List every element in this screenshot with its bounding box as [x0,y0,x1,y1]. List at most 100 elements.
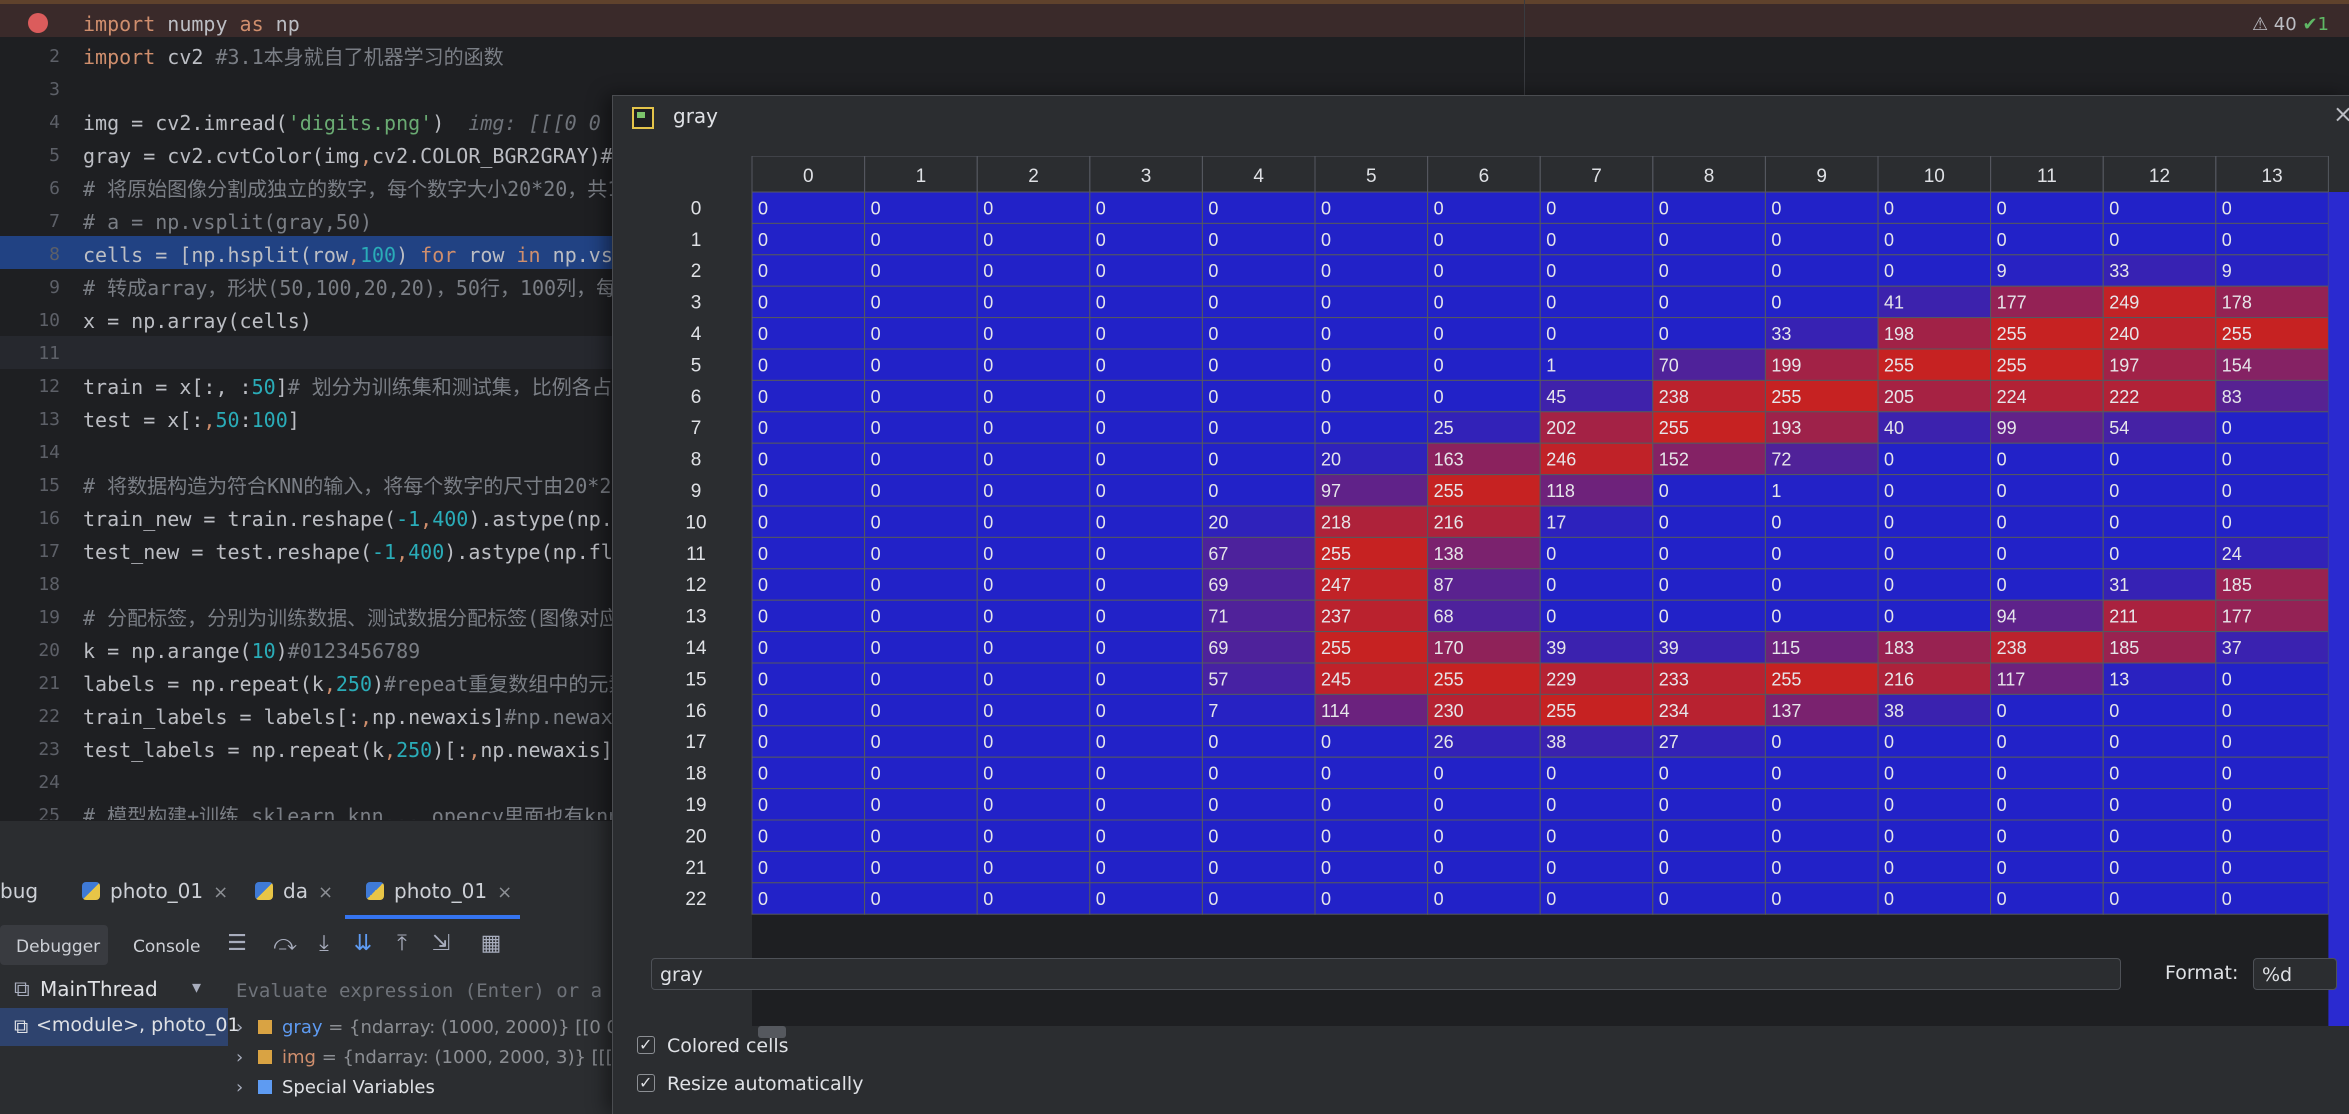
evaluate-expression-input[interactable]: Evaluate expression (Enter) or a [236,980,603,1002]
array-cell[interactable] [2215,317,2329,350]
array-cell[interactable] [1539,411,1654,444]
array-cell[interactable] [1201,756,1316,790]
array-cell[interactable] [1652,411,1766,444]
array-cell[interactable] [751,693,866,727]
array-cell[interactable] [1990,379,2104,413]
array-cell[interactable] [751,882,866,915]
horizontal-scrollbar-thumb[interactable] [758,1026,786,1038]
run-to-cursor-icon[interactable]: ⇲ [431,931,451,956]
array-cell[interactable] [1089,379,1203,413]
chevron-right-icon[interactable]: › [236,1077,244,1098]
array-cell[interactable] [1764,317,1879,350]
array-cell[interactable] [1877,662,1992,695]
array-cell[interactable] [1427,756,1541,790]
array-cell[interactable] [864,568,978,601]
array-cell[interactable] [751,850,866,884]
close-icon[interactable]: × [213,882,229,903]
array-cell[interactable] [1314,662,1429,695]
array-grid[interactable]: 0 1 2 3 4 5 6 7 8 9 10 11 12 13 0 0 0 0 0 0 0 0 0 0 0 0 0 0 0 1 0 0 0 0 0 0… [640,156,2349,1026]
array-cell[interactable] [1427,850,1541,884]
array-cell[interactable] [751,222,866,256]
array-cell[interactable] [2102,882,2217,915]
array-cell[interactable] [1652,756,1766,790]
array-cell[interactable] [1764,285,1879,319]
array-cell[interactable] [1314,788,1429,821]
array-cell[interactable] [1314,254,1429,287]
tab-debugger[interactable]: Debugger [16,937,101,957]
array-cell[interactable] [1201,505,1316,538]
array-cell[interactable] [1314,850,1429,884]
array-cell[interactable] [1764,850,1879,884]
array-cell[interactable] [751,756,866,790]
colored-cells-checkbox[interactable] [637,1031,655,1059]
array-cell[interactable] [1652,474,1766,507]
array-cell[interactable] [1427,222,1541,256]
code-line-13[interactable]: test = x[:,50:100] [83,404,300,437]
array-cell[interactable] [864,222,978,256]
array-cell[interactable] [1652,254,1766,287]
array-cell[interactable] [1314,191,1429,224]
array-cell[interactable] [1201,599,1316,633]
array-cell[interactable] [1089,285,1203,319]
code-line-6[interactable]: # 将原始图像分割成独立的数字，每个数字大小20*20，共150 [83,173,643,206]
stack-frame-item[interactable]: ⧉ <module>, photo_01 [0,1008,240,1046]
array-cell[interactable] [1652,568,1766,601]
close-icon[interactable]: × [497,882,513,903]
array-cell[interactable] [1990,348,2104,381]
array-cell[interactable] [1764,568,1879,601]
array-cell[interactable] [1539,631,1654,664]
array-cell[interactable] [2102,662,2217,695]
array-cell[interactable] [1201,222,1316,256]
array-cell[interactable] [1539,850,1654,884]
array-cell[interactable] [1201,474,1316,507]
code-line-23[interactable]: test_labels = np.repeat(k,250)[:,np.newa… [83,734,613,767]
array-cell[interactable] [1764,505,1879,538]
code-line-15[interactable]: # 将数据构造为符合KNN的输入，将每个数字的尺寸由20*20 [83,470,623,503]
array-cell[interactable] [1089,662,1203,695]
array-cell[interactable] [1990,819,2104,852]
array-cell[interactable] [1089,254,1203,287]
array-cell[interactable] [751,442,866,476]
array-cell[interactable] [864,725,978,758]
array-cell[interactable] [751,725,866,758]
code-line-9[interactable]: # 转成array，形状(50,100,20,20)，50行，100列，每个 [83,272,636,305]
array-cell[interactable] [751,819,866,852]
array-cell[interactable] [1539,756,1654,790]
tab-da[interactable]: da × [255,863,333,919]
resize-automatically-checkbox[interactable] [637,1069,655,1097]
array-cell[interactable] [2215,474,2329,507]
array-cell[interactable] [1877,882,1992,915]
array-cell[interactable] [864,348,978,381]
array-cell[interactable] [2215,442,2329,476]
array-cell[interactable] [1990,693,2104,727]
array-cell[interactable] [1539,348,1654,381]
array-cell[interactable] [976,599,1091,633]
array-cell[interactable] [1201,631,1316,664]
array-cell[interactable] [976,536,1091,570]
array-cell[interactable] [1089,191,1203,224]
array-cell[interactable] [2215,222,2329,256]
array-cell[interactable] [1201,882,1316,915]
array-cell[interactable] [1314,379,1429,413]
step-into-icon[interactable]: ⤓ [319,931,329,956]
array-cell[interactable] [1764,348,1879,381]
thread-selector[interactable]: ⧉ MainThread ▾ [0,971,230,1011]
array-cell[interactable] [1314,285,1429,319]
array-cell[interactable] [1201,411,1316,444]
array-cell[interactable] [1427,317,1541,350]
array-cell[interactable] [864,850,978,884]
array-cell[interactable] [864,191,978,224]
array-cell[interactable] [2215,756,2329,790]
array-cell[interactable] [864,693,978,727]
code-line-17[interactable]: test_new = test.reshape(-1,400).astype(n… [83,536,613,569]
array-cell[interactable] [1089,317,1203,350]
array-cell[interactable] [1427,285,1541,319]
code-line-2[interactable]: import cv2 #3.1本身就自了机器学习的函数 [83,41,504,74]
array-cell[interactable] [864,317,978,350]
array-cell[interactable] [976,222,1091,256]
array-cell[interactable] [751,348,866,381]
array-cell[interactable] [864,474,978,507]
array-cell[interactable] [1539,882,1654,915]
array-cell[interactable] [1764,474,1879,507]
code-line-25[interactable]: # 模型构建+训练 sklearn knn... opencv里面也有knn [83,800,620,820]
